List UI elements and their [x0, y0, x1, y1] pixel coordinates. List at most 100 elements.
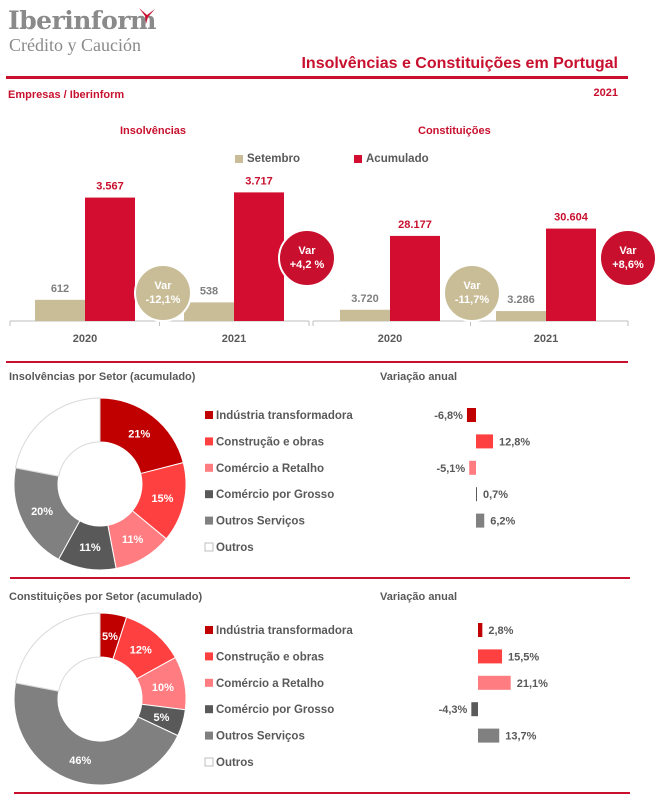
variation-label: 15,5%: [508, 651, 539, 663]
slice-label: 11%: [122, 534, 144, 546]
data-label: 3.720: [351, 293, 379, 305]
var-setembro-badge: [134, 264, 192, 322]
data-label: 538: [200, 285, 218, 297]
variation-label: 0,7%: [483, 489, 508, 501]
legend-swatch: [235, 155, 243, 163]
data-label: 3.567: [96, 181, 124, 193]
legend-label: Outros: [216, 542, 254, 554]
slice-label: 12%: [130, 645, 152, 657]
bar-setembro-2021: [184, 302, 234, 321]
logo-text: Iberinform: [8, 6, 156, 35]
variation-label: -5,1%: [436, 463, 465, 475]
legend-label: Indústria transformadora: [216, 625, 353, 637]
legend-label: Construção e obras: [216, 436, 324, 448]
x-tick-label: 2020: [378, 333, 402, 345]
legend-swatch: [354, 155, 362, 163]
legend-label: Comércio a Retalho: [216, 678, 324, 690]
bar-acumulado-2020: [85, 197, 135, 321]
variation-label: 2,8%: [488, 625, 513, 637]
slice-label: 5%: [102, 631, 118, 643]
variation-label: 13,7%: [505, 731, 536, 743]
slice-label: 46%: [69, 755, 91, 767]
legend-swatch: [205, 437, 213, 446]
slice-label: 15%: [151, 493, 173, 505]
var-label: Var: [463, 280, 481, 292]
section-title: Insolvências por Setor (acumulado): [9, 371, 196, 383]
bar-setembro-2020: [35, 299, 85, 321]
bar-acumulado-2021: [234, 192, 284, 321]
x-tick-label: 2020: [73, 333, 97, 345]
x-tick-label: 2021: [534, 333, 558, 345]
variation-label: 12,8%: [499, 436, 530, 448]
bar-acumulado-2020: [390, 235, 440, 321]
var-value: -11,7%: [455, 294, 489, 306]
variation-title: Variação anual: [380, 591, 458, 603]
variation-bar: [476, 513, 485, 528]
legend-swatch: [205, 490, 213, 499]
legend-swatch: [205, 516, 213, 525]
variation-label: -4,3%: [439, 704, 468, 716]
sector-charts: 21% Indústria transformadora -6,8% 15% Const…: [13, 397, 548, 786]
divider: [10, 577, 630, 579]
variation-bar: [478, 675, 511, 690]
legend-acumulado: Acumulado: [354, 153, 429, 165]
legend-swatch: [205, 626, 213, 634]
legend-swatch: [204, 757, 214, 767]
chart-title-insolvencias: Insolvências: [120, 125, 187, 137]
divider: [14, 792, 630, 794]
data-label: 3.717: [245, 175, 273, 187]
var-acumulado-badge: [278, 229, 336, 287]
var-label: Var: [619, 245, 637, 257]
legend-label: Comércio por Grosso: [216, 704, 334, 716]
variation-bar: [478, 623, 483, 637]
data-label: 28.177: [398, 219, 432, 231]
divider: [6, 361, 628, 363]
var-label: Var: [298, 245, 316, 257]
slice-label: 11%: [79, 542, 101, 554]
slice-label: 5%: [154, 712, 170, 724]
var-value: +4,2 %: [290, 259, 325, 271]
logo-bird-icon: [139, 8, 155, 24]
var-value: -12,1%: [146, 294, 181, 306]
subtitle: Empresas / Iberinform: [8, 89, 125, 101]
variation-bar: [469, 460, 476, 475]
legend-label: Outros: [216, 757, 254, 769]
legend-swatch: [204, 542, 214, 552]
section-title: Constituições por Setor (acumulado): [9, 591, 203, 603]
slice-label: 10%: [152, 682, 174, 694]
legend-swatch: [205, 411, 213, 419]
legend-label: Acumulado: [366, 153, 429, 165]
legend-label: Comércio por Grosso: [216, 489, 334, 501]
x-tick-label: 2021: [222, 333, 246, 345]
donut-slice-4: [13, 682, 179, 786]
data-label: 30.604: [554, 212, 589, 224]
variation-label: -6,8%: [434, 410, 463, 422]
variation-label: 6,2%: [490, 516, 515, 528]
page-title: Insolvências e Constituições em Portugal: [301, 55, 618, 72]
bar-charts: 612 3.567 2020 538 3.717 2021 Var -12,1% Var +4,2…: [9, 175, 657, 345]
legend-swatch: [205, 678, 213, 687]
legend-swatch: [205, 463, 213, 472]
data-label: 3.286: [507, 294, 535, 306]
legend-label: Construção e obras: [216, 651, 324, 663]
legend-label: Outros Serviços: [216, 731, 305, 743]
variation-bar: [476, 487, 477, 502]
donut-slice-5: [14, 397, 101, 477]
legend-label: Setembro: [247, 153, 301, 165]
bar-setembro-2020: [340, 309, 390, 321]
variation-bar: [478, 649, 503, 664]
variation-title: Variação anual: [380, 371, 458, 383]
var-value: +8,6%: [612, 259, 644, 271]
variation-bar: [478, 728, 500, 743]
donut-slice-5: [14, 612, 101, 692]
year: 2021: [593, 87, 618, 99]
bar-acumulado-2021: [546, 228, 596, 321]
variation-bar: [476, 434, 494, 449]
data-label: 612: [51, 283, 69, 295]
slice-label: 20%: [31, 506, 53, 518]
legend-swatch: [205, 705, 213, 714]
bar-setembro-2021: [496, 311, 546, 321]
variation-label: 21,1%: [517, 678, 548, 690]
legend-swatch: [205, 652, 213, 661]
